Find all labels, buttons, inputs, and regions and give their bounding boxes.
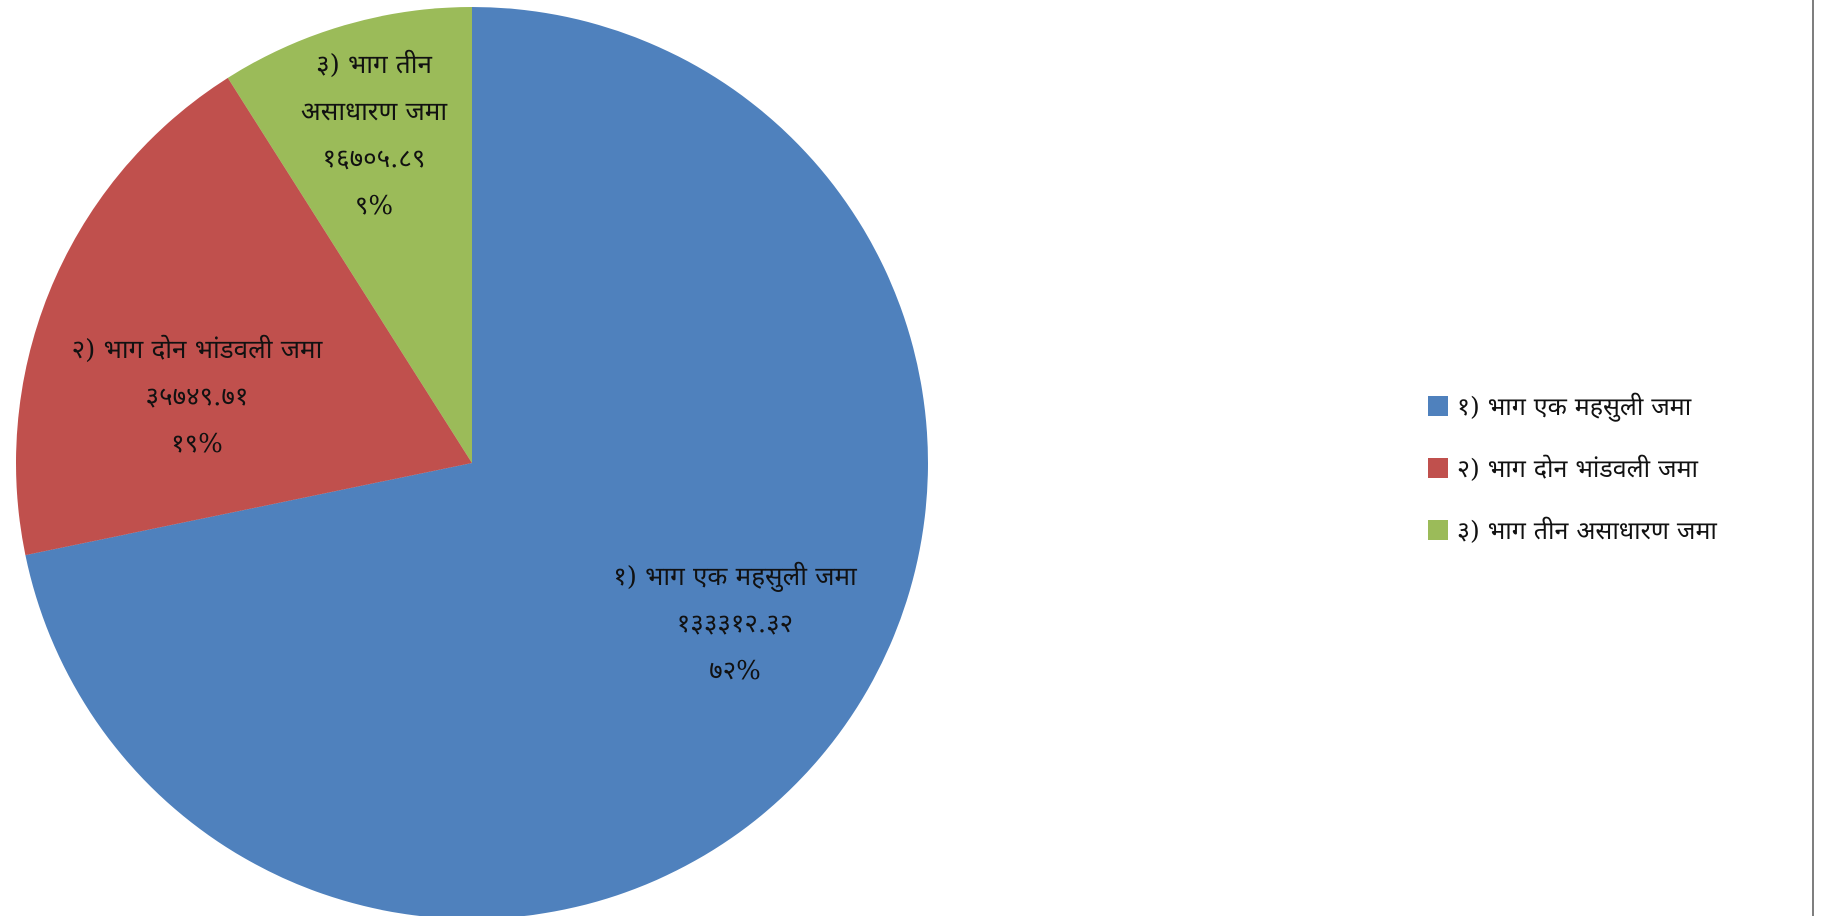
pie-slice bbox=[16, 77, 473, 556]
legend-item: १) भाग एक महसुली जमा bbox=[1428, 375, 1808, 437]
pie-slices bbox=[16, 7, 928, 916]
legend-swatch bbox=[1428, 396, 1448, 416]
chart-legend: १) भाग एक महसुली जमा २) भाग दोन भांडवली … bbox=[1428, 375, 1808, 561]
slice-label-line: असाधारण जमा bbox=[301, 97, 448, 127]
slice-data-label: २) भाग दोन भांडवली जमा ३५७४९.७१ १९% bbox=[72, 334, 324, 459]
slice-label-line: ३५७४९.७१ bbox=[146, 382, 249, 412]
legend-item: २) भाग दोन भांडवली जमा bbox=[1428, 437, 1808, 499]
pie-slice bbox=[25, 7, 928, 916]
slice-label-line: ७२% bbox=[709, 656, 761, 686]
slice-label-line: १९% bbox=[171, 429, 223, 459]
slice-label-line: १) भाग एक महसुली जमा bbox=[613, 561, 858, 592]
slice-label-line: २) भाग दोन भांडवली जमा bbox=[72, 334, 324, 365]
slice-data-label: १) भाग एक महसुली जमा १३३३१२.३२ ७२% bbox=[613, 561, 858, 686]
slice-label-line: ३) भाग तीन bbox=[316, 49, 432, 80]
legend-item: ३) भाग तीन असाधारण जमा bbox=[1428, 499, 1808, 561]
pie-data-labels: १) भाग एक महसुली जमा १३३३१२.३२ ७२% २) भाग द… bbox=[72, 49, 858, 686]
pie-slice bbox=[227, 7, 472, 463]
legend-label: १) भाग एक महसुली जमा bbox=[1457, 392, 1692, 421]
legend-label: २) भाग दोन भांडवली जमा bbox=[1457, 454, 1699, 483]
legend-label: ३) भाग तीन असाधारण जमा bbox=[1457, 516, 1717, 545]
slice-label-line: १६७०५.८९ bbox=[323, 144, 426, 174]
slice-label-line: ९% bbox=[355, 191, 393, 221]
legend-swatch bbox=[1428, 458, 1448, 478]
plot-border bbox=[1812, 0, 1814, 916]
slice-data-label: ३) भाग तीन असाधारण जमा १६७०५.८९ ९% bbox=[301, 49, 448, 221]
legend-swatch bbox=[1428, 520, 1448, 540]
slice-label-line: १३३३१२.३२ bbox=[677, 609, 793, 639]
